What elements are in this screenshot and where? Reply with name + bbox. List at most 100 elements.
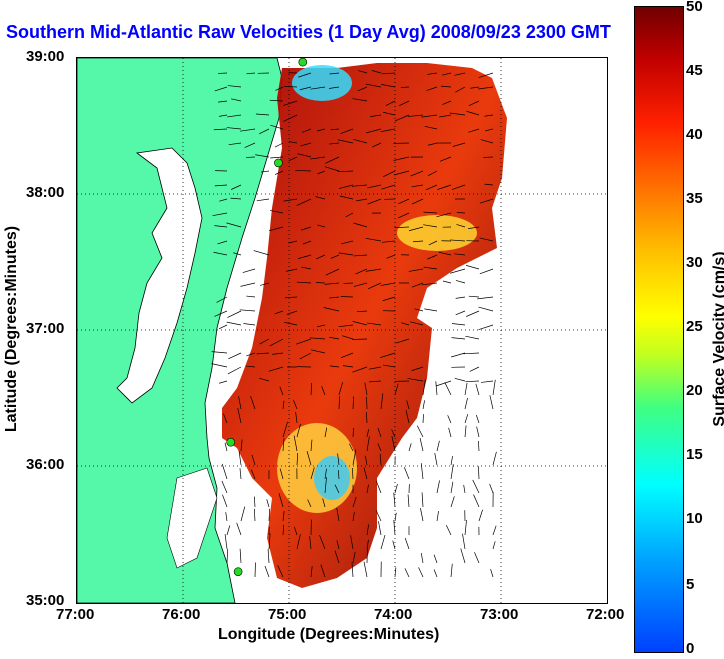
velocity-arrow bbox=[216, 296, 228, 303]
velocity-arrow bbox=[324, 282, 340, 285]
velocity-arrow bbox=[393, 170, 410, 176]
velocity-arrow bbox=[350, 535, 354, 550]
velocity-arrow bbox=[298, 254, 312, 259]
velocity-arrow bbox=[470, 86, 480, 89]
velocity-arrow bbox=[478, 72, 494, 78]
velocity-arrow bbox=[237, 407, 242, 424]
velocity-arrow bbox=[217, 240, 228, 245]
cb-tick-40: 40 bbox=[686, 126, 703, 143]
velocity-arrow bbox=[352, 338, 368, 340]
velocity-arrow bbox=[315, 196, 326, 200]
velocity-arrow bbox=[253, 250, 270, 256]
x-tick-5: 72:00 bbox=[586, 606, 625, 623]
velocity-arrow bbox=[245, 365, 256, 368]
velocity-arrow bbox=[407, 114, 424, 117]
velocity-arrow bbox=[391, 435, 396, 452]
velocity-arrow bbox=[385, 100, 396, 106]
velocity-arrow bbox=[492, 379, 496, 396]
velocity-arrow bbox=[379, 453, 382, 466]
velocity-arrow bbox=[451, 337, 466, 340]
velocity-arrow bbox=[352, 138, 368, 144]
velocity-arrow bbox=[454, 377, 466, 382]
velocity-arrow bbox=[408, 268, 424, 272]
velocity-arrow bbox=[421, 114, 438, 118]
velocity-arrow bbox=[269, 99, 284, 102]
velocity-arrow bbox=[423, 266, 438, 270]
velocity-arrow bbox=[441, 72, 452, 76]
velocity-arrow bbox=[293, 399, 298, 410]
velocity-arrow bbox=[480, 139, 494, 144]
velocity-arrow bbox=[455, 310, 466, 316]
velocity-arrow bbox=[420, 463, 424, 480]
cb-tick-15: 15 bbox=[686, 446, 703, 463]
cb-tick-50: 50 bbox=[686, 0, 703, 15]
velocity-arrow bbox=[320, 564, 326, 578]
velocity-arrow bbox=[324, 166, 340, 172]
velocity-arrow bbox=[365, 268, 382, 272]
velocity-arrow bbox=[394, 114, 410, 122]
velocity-arrow bbox=[295, 170, 312, 172]
velocity-arrow bbox=[404, 467, 410, 480]
velocity-arrow bbox=[489, 395, 494, 410]
velocity-arrow bbox=[221, 480, 228, 494]
velocity-arrow bbox=[310, 467, 315, 480]
velocity-arrow bbox=[450, 496, 455, 508]
velocity-arrow bbox=[338, 184, 354, 189]
velocity-arrow bbox=[330, 254, 340, 259]
velocity-arrow bbox=[285, 268, 298, 272]
velocity-arrow bbox=[404, 568, 410, 578]
y-tick-0: 39:00 bbox=[26, 48, 65, 65]
velocity-arrow bbox=[484, 128, 494, 132]
velocity-arrow bbox=[223, 413, 228, 424]
velocity-arrow bbox=[392, 540, 396, 550]
velocity-arrow bbox=[393, 492, 396, 508]
velocity-arrow bbox=[426, 86, 438, 91]
velocity-arrow bbox=[408, 226, 424, 232]
velocity-arrow bbox=[363, 467, 368, 480]
velocity-arrow bbox=[394, 512, 397, 522]
velocity-arrow bbox=[418, 567, 424, 578]
velocity-arrow bbox=[468, 100, 480, 107]
velocity-arrow bbox=[283, 198, 298, 202]
velocity-arrow bbox=[310, 349, 326, 354]
y-tick-2: 37:00 bbox=[26, 320, 65, 337]
velocity-arrow bbox=[259, 377, 270, 382]
velocity-arrow bbox=[277, 565, 284, 578]
velocity-arrow bbox=[353, 254, 368, 257]
velocity-arrow bbox=[357, 310, 368, 313]
velocity-arrow bbox=[336, 540, 340, 550]
velocity-arrow bbox=[383, 364, 396, 368]
velocity-arrow bbox=[244, 142, 256, 148]
velocity-arrow bbox=[370, 114, 382, 117]
y-axis-label: Latitude (Degrees:Minutes) bbox=[3, 225, 20, 433]
velocity-arrow bbox=[428, 170, 438, 176]
velocity-arrow bbox=[450, 239, 466, 242]
velocity-arrow bbox=[309, 536, 312, 550]
velocity-arrow bbox=[288, 156, 298, 162]
velocity-arrow bbox=[324, 427, 328, 438]
velocity-arrow bbox=[334, 484, 340, 494]
velocity-arrow bbox=[224, 442, 228, 452]
velocity-arrow bbox=[479, 268, 494, 275]
cb-tick-5: 5 bbox=[686, 576, 695, 593]
velocity-arrow bbox=[367, 198, 382, 205]
velocity-arrow bbox=[464, 397, 468, 410]
velocity-arrow bbox=[340, 296, 354, 298]
map-plot-area[interactable] bbox=[76, 57, 608, 604]
velocity-arrow bbox=[484, 183, 494, 186]
map-svg bbox=[77, 58, 607, 603]
velocity-arrow bbox=[422, 379, 426, 396]
velocity-arrow bbox=[219, 198, 228, 202]
velocity-arrow bbox=[472, 479, 480, 494]
velocity-arrow bbox=[295, 338, 312, 345]
velocity-arrow bbox=[372, 142, 382, 148]
velocity-arrow bbox=[228, 142, 242, 146]
velocity-arrow bbox=[436, 212, 452, 218]
velocity-arrow bbox=[240, 282, 256, 287]
velocity-arrow bbox=[366, 128, 382, 134]
velocity-arrow bbox=[270, 124, 284, 130]
velocity-arrow bbox=[231, 184, 242, 190]
velocity-arrow bbox=[423, 211, 438, 214]
velocity-arrow bbox=[288, 240, 298, 244]
velocity-arrow bbox=[339, 195, 354, 200]
